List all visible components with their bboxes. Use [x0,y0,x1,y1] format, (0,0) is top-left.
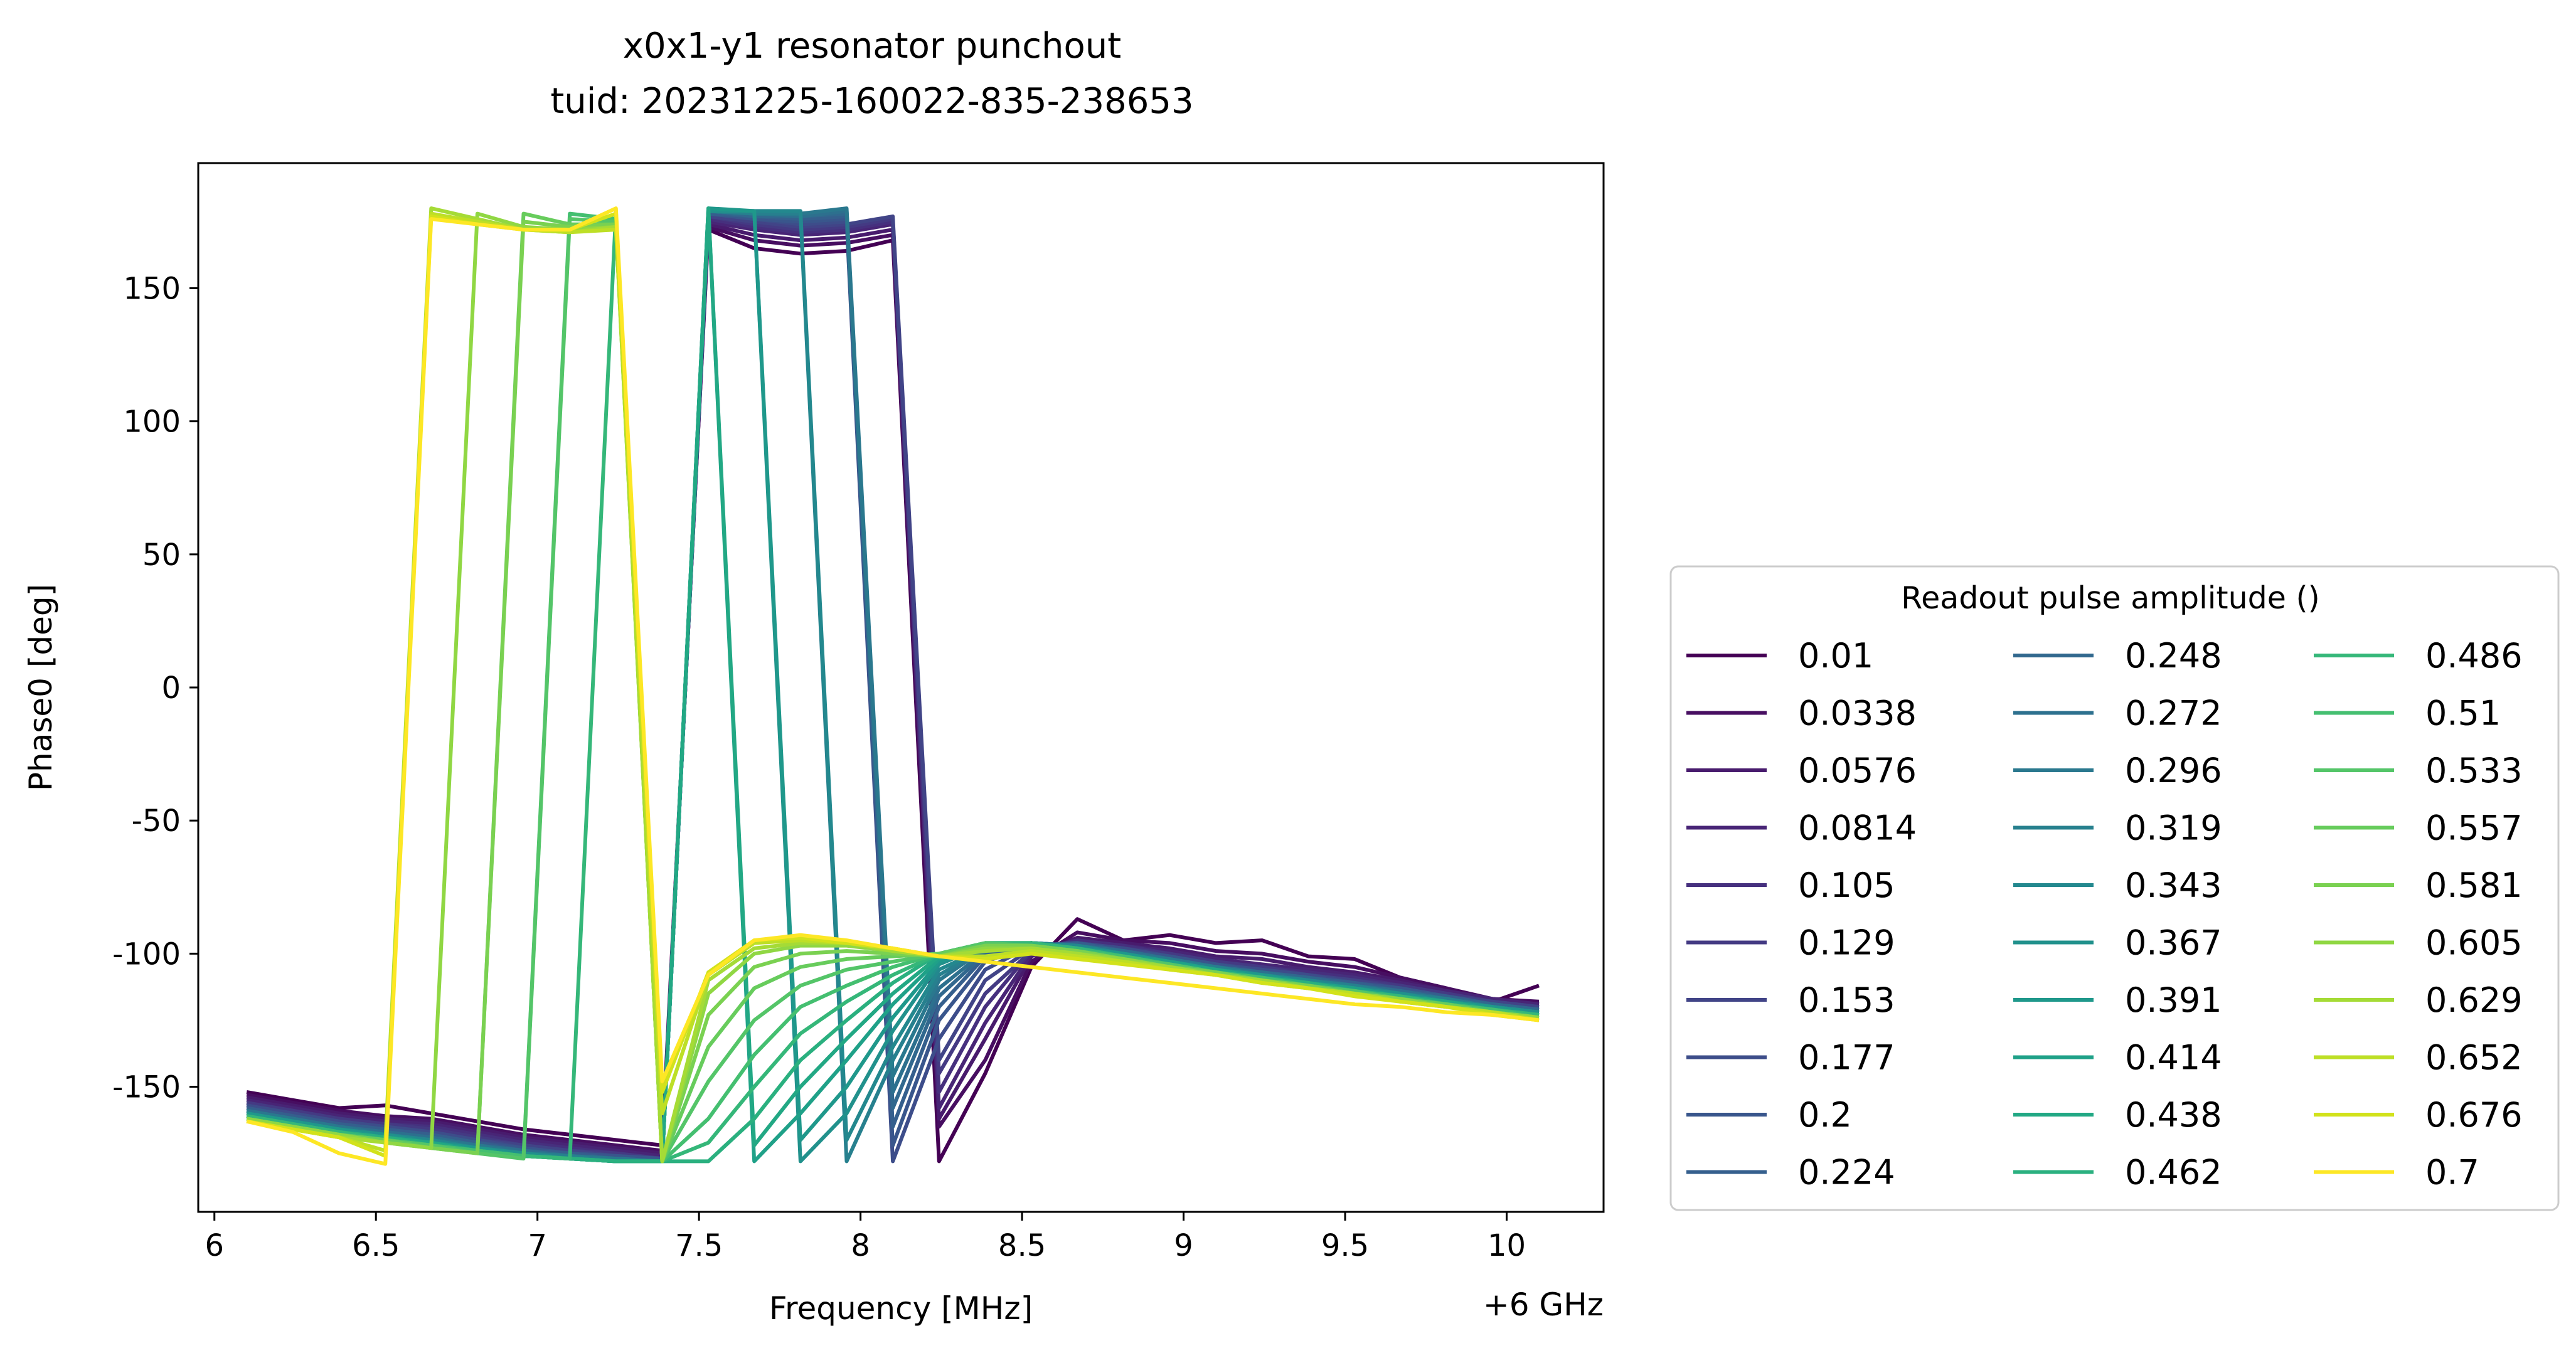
legend-entry-label: 0.557 [2425,809,2523,848]
x-offset-label: +6 GHz [1483,1287,1604,1323]
legend-entry-label: 0.153 [1798,980,1895,1020]
x-tick-label: 7.5 [675,1228,723,1263]
legend-entry-label: 0.391 [2125,980,2222,1020]
y-tick-label: -100 [112,936,181,972]
legend-title: Readout pulse amplitude () [1901,580,2319,616]
x-tick-label: 9.5 [1321,1228,1369,1263]
legend-entry-label: 0.2 [1798,1095,1852,1135]
y-axis-label: Phase0 [deg] [23,584,59,791]
legend-entry-label: 0.414 [2125,1038,2222,1078]
series-line-3 [246,222,1540,1155]
y-axis: 150 100 50 0 -50 -100 -150 [112,271,198,1105]
x-tick-label: 9 [1174,1228,1193,1263]
series-line-17 [246,206,1540,1164]
legend-entry-label: 0.462 [2125,1153,2222,1192]
series-line-2 [246,225,1540,1153]
legend-entry-label: 0.01 [1798,636,1873,676]
legend-entry-label: 0.533 [2425,751,2523,790]
legend-entry-label: 0.105 [1798,866,1895,905]
legend-entry-label: 0.0814 [1798,809,1917,848]
x-tick-label: 8 [851,1228,870,1263]
y-tick-label: -150 [112,1070,181,1105]
series-layer [246,206,1540,1166]
legend-entry-label: 0.676 [2425,1095,2523,1135]
legend-entry-label: 0.129 [1798,923,1895,963]
legend-entry-label: 0.177 [1798,1038,1895,1078]
legend-entry-label: 0.224 [1798,1153,1895,1192]
x-tick-label: 6.5 [352,1228,400,1263]
y-tick-label: -50 [132,804,181,839]
x-tick-label: 8.5 [998,1228,1046,1263]
series-line-1 [246,228,1540,1164]
x-tick-label: 7 [528,1228,547,1263]
legend-entry-label: 0.605 [2425,923,2523,963]
legend-entry-label: 0.272 [2125,694,2222,733]
legend-entry-label: 0.343 [2125,866,2222,905]
legend-entry-label: 0.367 [2125,923,2222,963]
legend-entry-label: 0.51 [2425,694,2501,733]
legend-entry-label: 0.0338 [1798,694,1917,733]
y-tick-label: 150 [123,271,181,306]
series-line-28 [246,211,1540,1153]
legend-entry-label: 0.0576 [1798,751,1917,790]
x-tick-label: 6 [205,1228,224,1263]
legend-entry-label: 0.7 [2425,1153,2479,1192]
legend-entry-label: 0.248 [2125,636,2222,676]
legend-entry-label: 0.319 [2125,809,2222,848]
legend-frame [1669,565,2560,1211]
y-tick-label: 100 [123,405,181,440]
x-axis-label: Frequency [MHz] [769,1290,1033,1327]
chart-subtitle: tuid: 20231225-160022-835-238653 [550,81,1193,122]
x-tick-label: 10 [1488,1228,1526,1263]
legend-entry-label: 0.438 [2125,1095,2222,1135]
y-tick-label: 50 [142,538,181,573]
legend-entry-label: 0.629 [2425,980,2523,1020]
legend-entry-label: 0.296 [2125,751,2222,790]
x-axis: 6 6.5 7 7.5 8 8.5 9 9.5 10 [205,1212,1526,1263]
chart-title: x0x1-y1 resonator punchout [623,26,1121,66]
legend-entry-label: 0.581 [2425,866,2523,905]
legend: Readout pulse amplitude () 0.01 0.0338 0.0… [1669,565,2560,1211]
legend-entry-label: 0.652 [2425,1038,2523,1078]
y-tick-label: 0 [161,671,181,706]
legend-entry-label: 0.486 [2425,636,2523,676]
series-line-30 [246,206,1540,1166]
